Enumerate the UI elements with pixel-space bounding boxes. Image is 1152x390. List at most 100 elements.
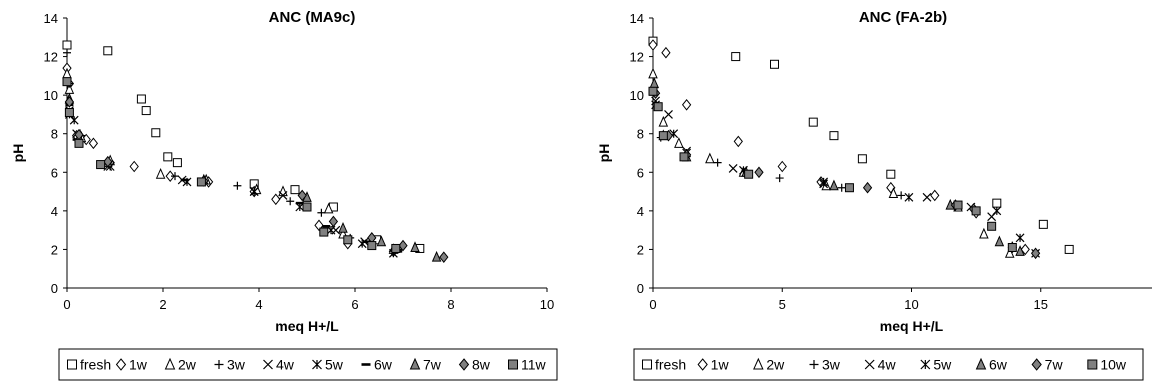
data-point [886, 169, 896, 179]
x-tick-label: 0 [63, 297, 70, 312]
data-point [63, 48, 71, 57]
data-point [649, 77, 660, 89]
data-point [171, 172, 179, 181]
legend-marker-fresh [642, 359, 652, 370]
data-point [1038, 219, 1048, 229]
legend-marker-5w [920, 359, 931, 370]
data-point [661, 46, 671, 59]
data-point [103, 46, 113, 56]
data-point [136, 94, 146, 104]
y-tick-label: 8 [51, 127, 58, 142]
y-tick-label: 0 [51, 281, 58, 296]
y-tick-label: 2 [51, 242, 58, 257]
x-tick-label: 6 [351, 297, 358, 312]
legend-label-7w: 7w [423, 357, 442, 373]
legend-label-4w: 4w [878, 357, 897, 373]
data-point [658, 115, 669, 127]
data-point [897, 191, 906, 200]
series-7w [64, 92, 442, 262]
data-point [658, 131, 668, 141]
x-tick-label: 0 [649, 297, 656, 312]
data-point [994, 235, 1005, 247]
series-6w [649, 77, 1025, 256]
legend-marker-fresh [67, 359, 77, 370]
data-point [439, 251, 449, 263]
data-point [62, 40, 72, 50]
y-tick-label: 0 [637, 281, 644, 296]
data-point [103, 155, 113, 168]
legend-label-1w: 1w [711, 357, 730, 373]
legend-label-2w: 2w [178, 357, 197, 373]
data-point [904, 192, 914, 202]
data-point [410, 241, 420, 252]
data-point [705, 152, 715, 164]
legend-label-fresh: fresh [655, 357, 686, 373]
legend-marker-5w [312, 359, 322, 370]
data-point [857, 154, 867, 164]
data-point [1015, 233, 1025, 243]
x-tick-label: 5 [779, 297, 786, 312]
data-point [338, 221, 348, 233]
data-point [754, 166, 764, 179]
data-point [829, 179, 839, 191]
legend-label-2w: 2w [766, 357, 785, 373]
x-axis-label: meq H+/L [275, 318, 339, 334]
series-2w [62, 67, 399, 254]
legend-marker-3w [809, 360, 819, 369]
y-axis-label: pH [10, 144, 26, 163]
data-point [151, 128, 161, 138]
legend-label-4w: 4w [276, 357, 295, 373]
data-point [155, 167, 166, 179]
y-tick-label: 6 [637, 165, 644, 180]
data-point [1004, 247, 1015, 258]
legend-marker-2w [753, 357, 764, 370]
data-point [297, 189, 307, 202]
legend-marker-4w [263, 359, 273, 370]
data-point [286, 197, 295, 206]
data-point [141, 106, 151, 116]
legend-label-8w: 8w [472, 357, 491, 373]
data-point [844, 183, 854, 193]
series-1w [648, 39, 1030, 256]
data-point [62, 77, 72, 87]
data-point [775, 174, 784, 183]
data-point [930, 189, 940, 202]
data-point [1007, 243, 1017, 252]
data-point [922, 192, 932, 202]
legend-marker-4w [864, 359, 875, 370]
legend-label-6w: 6w [989, 357, 1008, 373]
legend-label-6w: 6w [374, 357, 393, 373]
x-tick-label: 2 [159, 297, 166, 312]
data-point [713, 158, 722, 167]
data-point [96, 160, 106, 170]
data-point [317, 208, 326, 217]
series-3w [63, 48, 403, 254]
legend-marker-11w [508, 359, 518, 370]
legend-marker-8w [458, 358, 470, 371]
data-point [367, 241, 377, 251]
series-7w [650, 87, 1041, 260]
data-point [278, 191, 288, 200]
legend-label-3w: 3w [227, 357, 246, 373]
data-point [328, 215, 339, 228]
series-2w [648, 67, 1015, 258]
title-box [231, 6, 393, 26]
data-point [819, 177, 829, 187]
data-point [648, 67, 658, 79]
data-point [992, 198, 1002, 208]
data-point [74, 138, 84, 148]
legend-label-5w: 5w [325, 357, 344, 373]
legend-marker-7w [409, 357, 421, 370]
legend-marker-1w [115, 358, 127, 371]
data-point [971, 206, 981, 216]
y-tick-label: 12 [44, 50, 58, 65]
series-5w [64, 110, 398, 258]
data-point [319, 227, 329, 237]
legend-label-1w: 1w [129, 357, 148, 373]
data-point [233, 181, 242, 190]
legend-marker-1w [697, 358, 708, 371]
series-6w [65, 103, 403, 253]
data-point [163, 152, 173, 162]
